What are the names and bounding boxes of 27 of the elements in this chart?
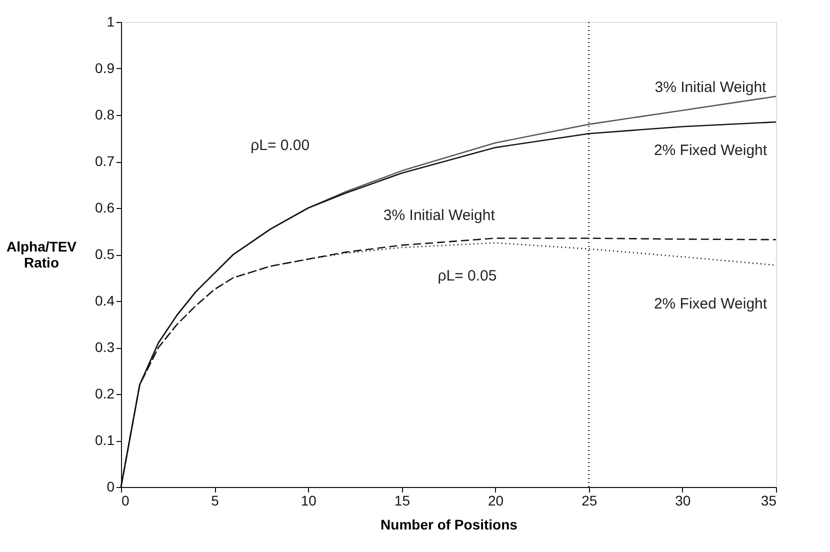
- x-tick-label: 5: [211, 492, 220, 508]
- y-tick-label: 0.4: [95, 292, 115, 308]
- y-tick-label: 0.7: [95, 153, 115, 169]
- y-tick-label: 0: [106, 478, 115, 494]
- y-axis-title: Alpha/TEV Ratio: [6, 238, 78, 270]
- x-tick-label: 10: [300, 492, 317, 508]
- x-tick-label: 30: [675, 492, 691, 508]
- y-tick-label: 0.8: [95, 106, 115, 122]
- annotation: 3% Initial Weight: [383, 206, 496, 224]
- annotation: 2% Fixed Weight: [654, 142, 768, 159]
- y-tick-label: 0.2: [95, 386, 115, 402]
- annotation: ρL= 0.05: [438, 267, 497, 284]
- annotation: 3% Initial Weight: [654, 79, 768, 96]
- y-tick-label: 1: [106, 14, 115, 30]
- x-tick-label: 25: [582, 492, 598, 508]
- x-axis-title: Number of Positions: [380, 516, 518, 532]
- y-tick-label: 0.9: [95, 60, 115, 76]
- y-tick-label: 0.3: [95, 339, 115, 355]
- x-tick-label: 15: [394, 492, 410, 508]
- annotation: 2% Fixed Weight: [654, 295, 768, 312]
- y-tick-label: 0.5: [95, 246, 115, 262]
- annotation: ρL= 0.00: [250, 137, 310, 154]
- x-tick-label: 0: [122, 492, 130, 508]
- x-tick-label: 20: [488, 492, 504, 508]
- y-tick-label: 0.6: [95, 200, 115, 216]
- x-tick-label: 35: [760, 492, 777, 508]
- y-tick-label: 0.1: [95, 432, 115, 448]
